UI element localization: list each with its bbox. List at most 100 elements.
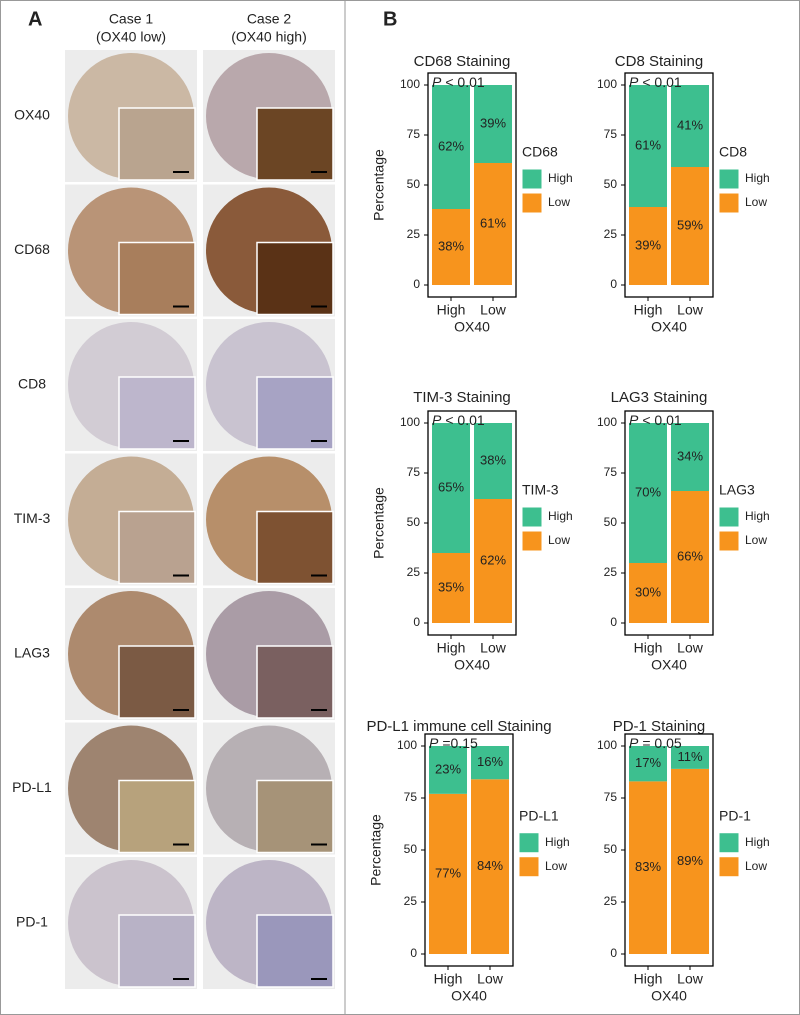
p-value: < 0.01	[642, 412, 682, 428]
row-label: PD-1	[16, 914, 48, 930]
p-value: < 0.01	[642, 74, 682, 90]
value-label: 38%	[438, 238, 464, 253]
legend-swatch	[521, 530, 543, 552]
p-annotation: P < 0.01	[432, 412, 485, 428]
inset	[256, 914, 334, 988]
value-label: 23%	[435, 761, 461, 776]
inset	[256, 510, 334, 585]
bar-segment	[671, 746, 709, 769]
chart-title: CD68 Staining	[414, 53, 511, 70]
y-tick-label: 25	[604, 894, 618, 908]
x-tick-label: Low	[480, 302, 507, 318]
y-tick-label: 100	[597, 738, 617, 752]
value-label: 38%	[480, 452, 506, 467]
x-axis-title: OX40	[454, 657, 490, 673]
legend-label: High	[745, 171, 770, 185]
x-tick-label: High	[634, 971, 663, 987]
bar-segment	[432, 85, 470, 209]
y-tick-label: 75	[604, 790, 618, 804]
value-label: 84%	[477, 858, 503, 873]
value-label: 39%	[635, 237, 661, 252]
inset	[256, 376, 334, 450]
chart-title: LAG3 Staining	[611, 389, 708, 406]
y-tick-label: 50	[404, 842, 418, 856]
legend-title: TIM-3	[522, 482, 559, 498]
bar-segment	[629, 563, 667, 623]
bar-segment	[671, 167, 709, 285]
value-label: 61%	[480, 215, 506, 230]
row-label: CD8	[18, 376, 46, 392]
legend-label: Low	[745, 195, 767, 209]
y-tick-label: 0	[610, 277, 617, 291]
y-tick-label: 100	[597, 77, 617, 91]
x-tick-label: Low	[480, 640, 507, 656]
p-symbol: P	[629, 735, 639, 751]
bar-segment	[432, 423, 470, 553]
x-tick-label: High	[437, 640, 466, 656]
x-tick-label: Low	[677, 302, 704, 318]
bar-segment	[671, 491, 709, 623]
p-annotation: P =0.15	[429, 735, 478, 751]
value-label: 83%	[635, 859, 661, 874]
legend-swatch	[518, 832, 540, 854]
bar-segment	[471, 779, 509, 954]
legend-title: PD-1	[719, 807, 751, 823]
legend-label: High	[745, 835, 770, 849]
legend-swatch	[521, 192, 543, 214]
y-tick-label: 25	[407, 565, 421, 579]
legend-label: Low	[548, 195, 570, 209]
y-tick-label: 75	[604, 127, 618, 141]
y-tick-label: 100	[397, 738, 417, 752]
bar-segment	[474, 423, 512, 499]
legend-label: High	[548, 509, 573, 523]
value-label: 89%	[677, 853, 703, 868]
bar-segment	[629, 781, 667, 954]
legend-swatch	[518, 856, 540, 878]
value-label: 34%	[677, 448, 703, 463]
legend-swatch	[521, 506, 543, 528]
y-tick-label: 25	[604, 565, 618, 579]
value-label: 16%	[477, 754, 503, 769]
row-label: LAG3	[14, 645, 50, 661]
p-value: = 0.05	[642, 735, 682, 751]
y-tick-label: 50	[604, 177, 618, 191]
y-tick-label: 50	[604, 842, 618, 856]
value-label: 77%	[435, 865, 461, 880]
y-tick-label: 50	[407, 177, 421, 191]
value-label: 35%	[438, 579, 464, 594]
row-label: OX40	[14, 107, 50, 123]
inset	[256, 107, 334, 181]
x-tick-label: High	[437, 302, 466, 318]
y-tick-label: 75	[407, 465, 421, 479]
panel-label: A	[28, 8, 42, 30]
y-tick-label: 100	[400, 415, 420, 429]
bar-segment	[671, 85, 709, 167]
p-symbol: P	[429, 735, 439, 751]
value-label: 61%	[635, 137, 661, 152]
legend-swatch	[521, 168, 543, 190]
x-axis-title: OX40	[651, 657, 687, 673]
legend-title: CD68	[522, 144, 558, 160]
legend-label: High	[745, 509, 770, 523]
bar-segment	[629, 746, 667, 782]
bar-segment	[429, 746, 467, 794]
value-label: 11%	[677, 749, 702, 764]
column-header: (OX40 low)	[96, 29, 166, 45]
y-tick-label: 50	[604, 515, 618, 529]
y-axis-title: Percentage	[371, 149, 387, 221]
legend-swatch	[718, 856, 740, 878]
legend-label: High	[548, 171, 573, 185]
y-tick-label: 75	[604, 465, 618, 479]
x-axis-title: OX40	[651, 988, 687, 1004]
value-label: 66%	[677, 548, 703, 563]
p-value: < 0.01	[445, 412, 485, 428]
y-tick-label: 75	[407, 127, 421, 141]
chart-title: TIM-3 Staining	[413, 389, 511, 406]
inset	[118, 107, 196, 181]
legend-swatch	[718, 192, 740, 214]
legend-label: High	[545, 835, 570, 849]
row-label: PD-L1	[12, 779, 52, 795]
y-tick-label: 0	[413, 615, 420, 629]
row-label: TIM-3	[14, 510, 51, 526]
chart-title: CD8 Staining	[615, 53, 703, 70]
